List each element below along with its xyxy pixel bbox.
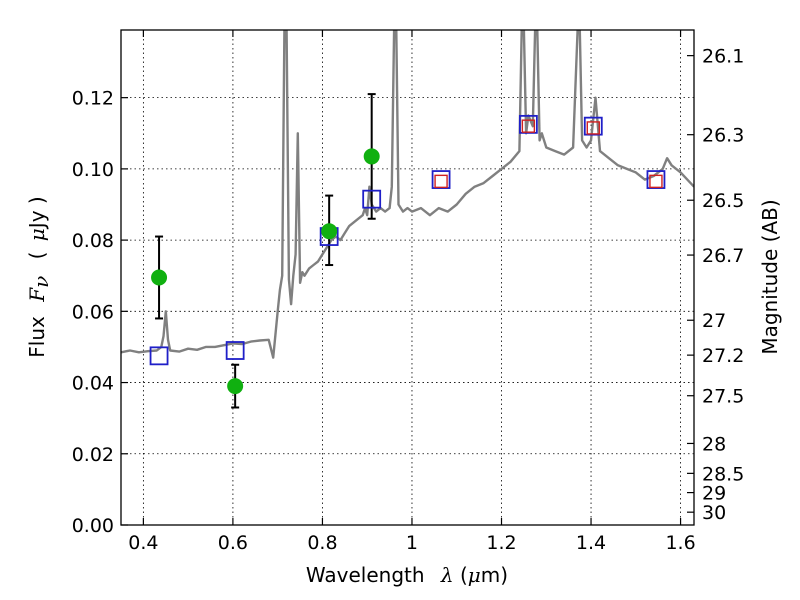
y-axis-label: Flux Fν ( μJy ) bbox=[25, 196, 53, 357]
mag-tick-label: 28 bbox=[702, 433, 726, 455]
spectrum-line bbox=[121, 30, 694, 359]
x-tick-label: 1.6 bbox=[665, 532, 695, 554]
y-axis-label-subscript: ν bbox=[29, 276, 53, 288]
y-axis-label-unit-mu: μ bbox=[25, 228, 49, 241]
model-photometry-square bbox=[518, 114, 538, 134]
x-axis-label-unit-close: m) bbox=[481, 563, 508, 587]
x-axis-label-unit-mu: μ bbox=[468, 563, 481, 587]
x-axis-label-unit-open: ( bbox=[454, 563, 468, 587]
grid bbox=[121, 30, 694, 525]
y-tick-label: 0.10 bbox=[72, 159, 114, 181]
x-axis-label: Wavelength λ (μm) bbox=[306, 563, 508, 587]
y-tick-label: 0.12 bbox=[72, 88, 114, 110]
y-axis-label-unit-open: ( bbox=[25, 252, 49, 260]
observed-photometry-point bbox=[151, 269, 168, 286]
upper-limit-square bbox=[586, 121, 600, 135]
observed-photometry-point bbox=[227, 378, 244, 395]
mag-tick-label: 30 bbox=[702, 502, 726, 524]
y-axis-label-symbol: F bbox=[25, 287, 49, 303]
mag-tick-label: 26.5 bbox=[702, 190, 744, 212]
spectrum-layer bbox=[121, 30, 694, 359]
mag-tick-label: 26.7 bbox=[702, 245, 744, 267]
y-axis-label-prefix: Flux bbox=[25, 316, 49, 358]
mag-tick-label: 28.5 bbox=[702, 463, 744, 485]
observed-photometry-point bbox=[321, 223, 338, 240]
mag-tick-label: 27 bbox=[702, 310, 726, 332]
axes: 0.4 0.6 0.8 1 1.2 1.4 1.6 0.00 0.02 0.04 0.06 0.08 0… bbox=[72, 30, 744, 554]
x-tick-label: 1 bbox=[406, 532, 418, 554]
y-tick-label: 0.02 bbox=[72, 444, 114, 466]
upper-limit-square bbox=[649, 174, 663, 189]
observed-photometry-point bbox=[363, 148, 380, 165]
x-tick-label: 1.4 bbox=[576, 532, 606, 554]
mag-tick-label: 29 bbox=[702, 483, 726, 505]
model-photometry-square bbox=[646, 170, 666, 189]
marker-layer bbox=[149, 93, 666, 409]
y-axis-label-unit-close: Jy ) bbox=[25, 196, 49, 230]
x-tick-label: 0.6 bbox=[218, 532, 248, 554]
x-axis-label-prefix: Wavelength bbox=[306, 563, 425, 587]
y-tick-label: 0.04 bbox=[72, 373, 114, 395]
model-photometry-square bbox=[225, 341, 245, 360]
mag-tick-label: 27.5 bbox=[702, 386, 744, 408]
mag-tick-label: 26.3 bbox=[702, 125, 744, 147]
x-axis-label-symbol: λ bbox=[440, 563, 454, 587]
model-photometry-square bbox=[362, 189, 382, 209]
upper-limit-square bbox=[521, 119, 536, 133]
y2-axis-label: Magnitude (AB) bbox=[758, 199, 782, 354]
y-tick-label: 0.00 bbox=[72, 515, 114, 537]
upper-limit-square bbox=[434, 174, 448, 189]
model-photometry-square bbox=[431, 170, 451, 189]
x-tick-label: 0.4 bbox=[128, 532, 158, 554]
x-tick-label: 1.2 bbox=[486, 532, 516, 554]
y-tick-label: 0.08 bbox=[72, 230, 114, 252]
mag-tick-label: 26.1 bbox=[702, 46, 744, 68]
mag-tick-label: 27.2 bbox=[702, 345, 744, 367]
plot-frame bbox=[120, 29, 695, 526]
model-photometry-square bbox=[149, 346, 169, 366]
x-tick-label: 0.8 bbox=[307, 532, 337, 554]
model-photometry-square bbox=[583, 116, 603, 136]
y-tick-label: 0.06 bbox=[72, 301, 114, 323]
